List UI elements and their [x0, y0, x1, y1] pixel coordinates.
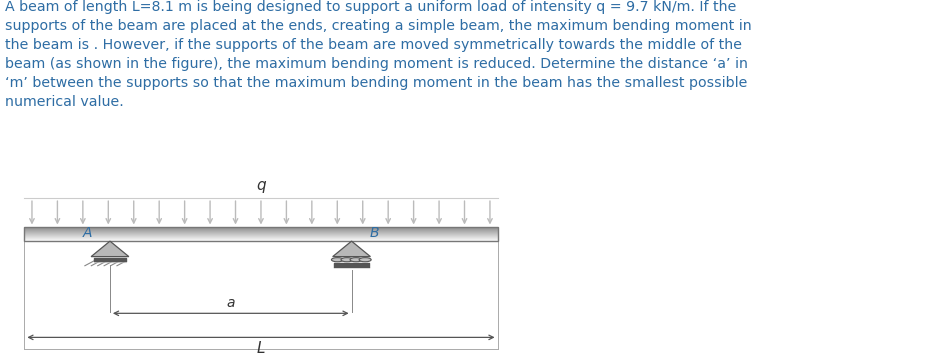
Circle shape: [359, 258, 371, 262]
Circle shape: [332, 258, 344, 262]
Bar: [24, 227, 498, 241]
Text: A beam of length L=8.1 m is being designed to support a uniform load of intensit: A beam of length L=8.1 m is being design…: [5, 0, 751, 109]
Polygon shape: [91, 241, 129, 257]
Text: a: a: [226, 296, 235, 310]
Circle shape: [341, 258, 353, 262]
Polygon shape: [333, 241, 370, 257]
Text: A: A: [83, 226, 92, 240]
Text: L: L: [256, 341, 266, 356]
Text: B: B: [369, 226, 379, 240]
Circle shape: [350, 258, 363, 262]
Text: q: q: [256, 178, 266, 193]
